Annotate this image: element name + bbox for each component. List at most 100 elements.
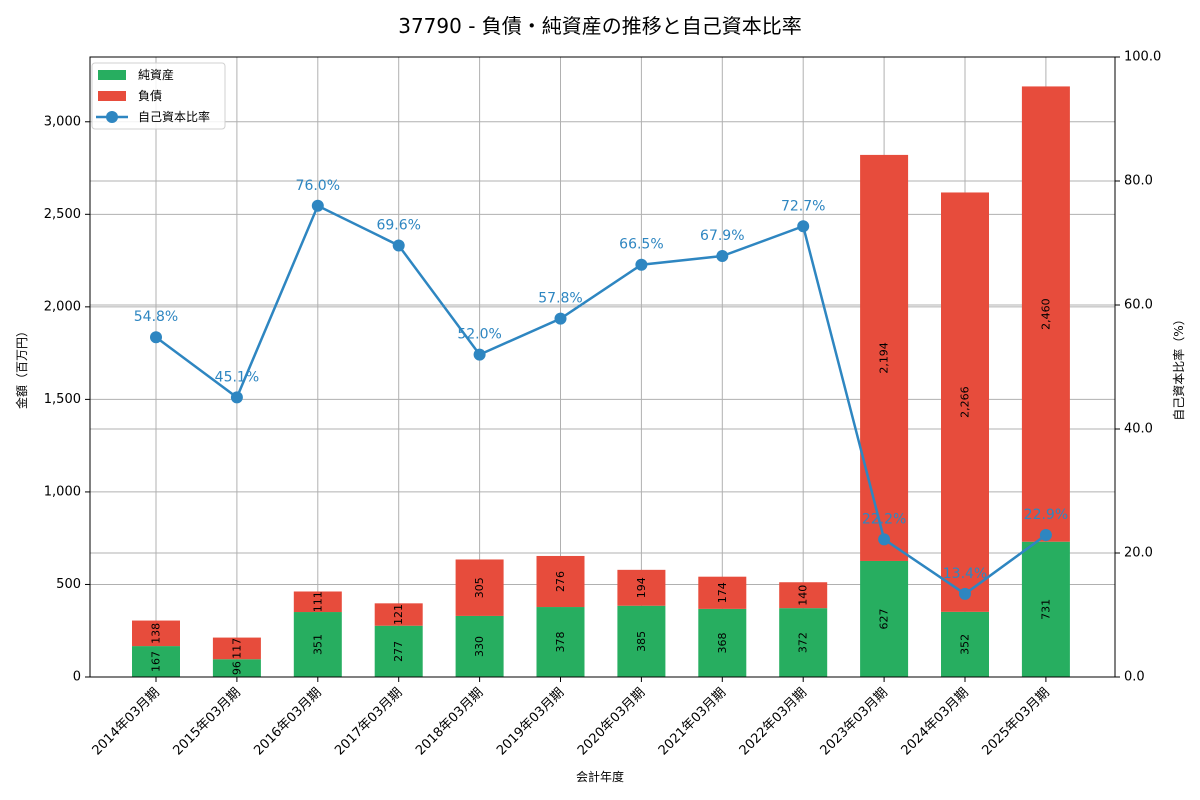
bar-net-assets: [132, 646, 180, 677]
equity-ratio-marker: [392, 239, 405, 252]
right-tick-label: 20.0: [1124, 546, 1153, 561]
equity-ratio-value-label: 76.0%: [296, 178, 340, 194]
liabilities-value-label: 276: [554, 571, 567, 592]
liabilities-value-label: 117: [230, 638, 243, 659]
equity-ratio-marker: [473, 348, 486, 361]
equity-ratio-marker: [878, 533, 891, 546]
liabilities-value-label: 121: [392, 604, 405, 625]
net-assets-value-label: 372: [797, 632, 810, 653]
legend-swatch: [98, 70, 126, 80]
left-tick-label: 1,000: [44, 484, 81, 499]
equity-ratio-value-label: 52.0%: [457, 327, 501, 343]
net-assets-value-label: 167: [150, 651, 163, 672]
net-assets-value-label: 330: [473, 636, 486, 657]
bar-liabilities: [455, 559, 504, 616]
equity-ratio-value-label: 45.1%: [215, 369, 259, 385]
right-tick-label: 40.0: [1124, 422, 1153, 437]
equity-ratio-value-label: 22.9%: [1024, 507, 1068, 523]
x-tick-label: 2021年03月期: [656, 685, 729, 758]
left-tick-label: 2,500: [44, 207, 81, 222]
bar-liabilities: [779, 582, 828, 609]
liabilities-value-label: 111: [311, 591, 324, 612]
x-tick-label: 2015年03月期: [170, 685, 243, 758]
liabilities-value-label: 305: [473, 577, 486, 598]
bar-net-assets: [455, 615, 504, 677]
x-tick-label: 2025年03月期: [979, 685, 1052, 758]
bar-liabilities: [536, 555, 585, 608]
bar-net-assets: [941, 611, 989, 677]
x-tick-label: 2024年03月期: [899, 685, 972, 758]
equity-ratio-value-label: 13.4%: [943, 566, 987, 582]
bar-net-assets: [617, 605, 666, 677]
chart-title: 37790 - 負債・純資産の推移と自己資本比率: [398, 14, 802, 38]
net-assets-value-label: 627: [878, 608, 891, 629]
bar-net-assets: [860, 560, 909, 677]
net-assets-value-label: 96: [230, 661, 243, 675]
bar-net-assets: [1021, 541, 1070, 677]
net-assets-value-label: 378: [554, 632, 567, 653]
legend-label: 純資産: [138, 67, 174, 82]
net-assets-value-label: 352: [959, 634, 972, 655]
liabilities-value-label: 140: [797, 585, 810, 606]
equity-ratio-marker: [716, 250, 729, 263]
equity-ratio-marker: [554, 312, 567, 325]
x-tick-label: 2023年03月期: [818, 685, 891, 758]
net-assets-value-label: 385: [635, 631, 648, 652]
net-assets-value-label: 368: [716, 632, 729, 653]
equity-ratio-line: 54.8% 45.1% 76.0% 69.6% 52.0% 57.8% 66.5% 67.9%…: [134, 178, 1068, 600]
left-tick-label: 3,000: [44, 114, 81, 129]
net-assets-value-label: 731: [1039, 599, 1052, 620]
right-tick-label: 60.0: [1124, 298, 1153, 313]
bar-net-assets: [374, 625, 423, 677]
equity-ratio-marker: [1039, 529, 1052, 542]
bar-net-assets: [536, 607, 585, 677]
equity-ratio-value-label: 22.2%: [862, 511, 906, 527]
bar-net-assets: [698, 608, 747, 677]
equity-ratio-marker: [959, 587, 971, 600]
left-axis-ticks: 0 500 1,000 1,500 2,000 2,500 3,000: [44, 114, 90, 685]
equity-ratio-value-label: 54.8%: [134, 309, 178, 325]
bar-liabilities: [212, 637, 261, 660]
legend-marker: [106, 111, 118, 123]
liabilities-value-label: 2,266: [959, 386, 972, 418]
x-tick-label: 2022年03月期: [737, 685, 810, 758]
equity-ratio-marker: [635, 258, 648, 271]
right-axis-label: 自己資本比率（%）: [1171, 313, 1186, 420]
plot-frame: [89, 56, 1116, 678]
x-axis-label: 会計年度: [576, 769, 624, 784]
bar-liabilities: [941, 192, 989, 612]
left-tick-label: 1,500: [44, 392, 81, 407]
right-tick-label: 80.0: [1124, 174, 1153, 189]
legend-swatch: [98, 91, 126, 101]
equity-ratio-marker: [150, 331, 162, 344]
equity-ratio-value-label: 72.7%: [781, 198, 825, 214]
equity-ratio-value-label: 66.5%: [619, 237, 663, 253]
bar-value-labels: 167 138 96 117 351 111 277 121 330 305 378 276 385 19…: [150, 298, 1053, 675]
bar-series: [132, 86, 1070, 677]
x-tick-label: 2017年03月期: [332, 685, 405, 758]
equity-ratio-value-label: 69.6%: [376, 217, 420, 233]
right-tick-label: 100.0: [1124, 50, 1161, 65]
bar-liabilities: [293, 591, 342, 613]
legend-label: 自己資本比率: [138, 109, 210, 124]
bar-liabilities: [132, 620, 180, 647]
liabilities-value-label: 2,194: [878, 342, 891, 374]
bar-net-assets: [293, 612, 342, 677]
legend-label: 負債: [138, 88, 162, 103]
bar-liabilities: [374, 603, 423, 626]
x-tick-label: 2016年03月期: [251, 685, 324, 758]
left-tick-label: 0: [73, 670, 81, 685]
liabilities-value-label: 174: [716, 582, 729, 603]
x-tick-label: 2019年03月期: [494, 685, 567, 758]
liabilities-value-label: 2,460: [1039, 298, 1052, 330]
equity-ratio-value-label: 67.9%: [700, 228, 744, 244]
left-tick-label: 500: [56, 577, 81, 592]
equity-ratio-value-label: 57.8%: [538, 291, 582, 307]
x-tick-label: 2018年03月期: [413, 685, 486, 758]
bar-net-assets: [779, 608, 828, 677]
right-tick-label: 0.0: [1124, 670, 1145, 685]
net-assets-value-label: 351: [311, 634, 324, 655]
right-axis-ticks: 0.0 20.0 40.0 60.0 80.0 100.0: [1115, 50, 1161, 685]
